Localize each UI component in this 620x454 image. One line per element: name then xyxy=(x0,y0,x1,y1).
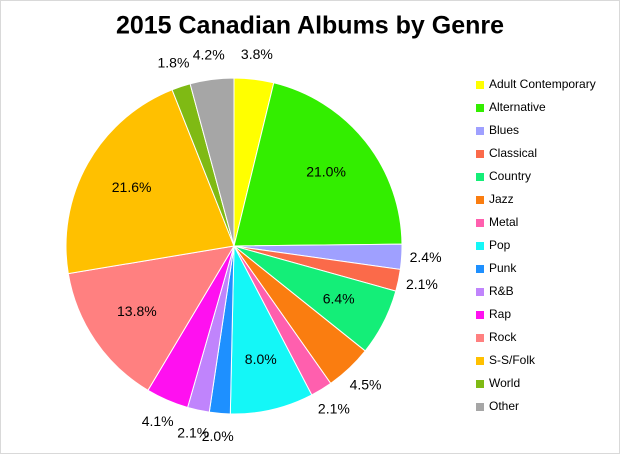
legend-label: S-S/Folk xyxy=(489,353,536,367)
legend-label: Punk xyxy=(489,261,517,275)
legend-label: Rock xyxy=(489,330,517,344)
legend-swatch xyxy=(476,81,484,89)
data-label: 13.8% xyxy=(117,303,157,319)
legend-swatch xyxy=(476,380,484,388)
data-label: 4.5% xyxy=(350,377,382,393)
legend-swatch xyxy=(476,334,484,342)
legend-swatch xyxy=(476,311,484,319)
chart-title: 2015 Canadian Albums by Genre xyxy=(116,12,504,40)
data-label: 21.0% xyxy=(306,164,346,180)
legend-label: Other xyxy=(489,399,519,413)
legend-label: R&B xyxy=(489,284,514,298)
legend-swatch xyxy=(476,173,484,181)
legend-swatch xyxy=(476,150,484,158)
pie-slice xyxy=(67,245,235,391)
data-label: 4.1% xyxy=(142,413,174,429)
data-label: 21.6% xyxy=(112,179,152,195)
legend-label: Country xyxy=(489,169,531,183)
legend-swatch xyxy=(476,357,484,365)
pie-slice xyxy=(233,82,403,247)
data-label: 2.0% xyxy=(202,428,234,444)
data-label: 2.1% xyxy=(318,401,350,417)
legend-swatch xyxy=(476,196,484,204)
data-label: 8.0% xyxy=(245,351,277,367)
legend-swatch xyxy=(476,403,484,411)
legend-swatch xyxy=(476,219,484,227)
data-label: 2.4% xyxy=(410,249,442,265)
data-label: 3.8% xyxy=(241,46,273,62)
data-label: 2.1% xyxy=(177,424,209,440)
legend-swatch xyxy=(476,288,484,296)
legend-swatch xyxy=(476,104,484,112)
legend-label: Classical xyxy=(489,146,537,160)
legend-label: Rap xyxy=(489,307,511,321)
legend-swatch xyxy=(476,265,484,273)
data-label: 2.1% xyxy=(406,276,438,292)
legend-swatch xyxy=(476,127,484,135)
legend-label: Jazz xyxy=(489,192,514,206)
legend-label: Metal xyxy=(489,215,518,229)
data-label: 6.4% xyxy=(323,290,355,306)
data-label: 1.8% xyxy=(158,54,190,70)
legend-label: Alternative xyxy=(489,100,546,114)
legend-label: Adult Contemporary xyxy=(489,77,596,91)
legend-label: World xyxy=(489,376,520,390)
legend-swatch xyxy=(476,242,484,250)
legend-label: Blues xyxy=(489,123,519,137)
pie-slice xyxy=(65,89,235,275)
legend-label: Pop xyxy=(489,238,511,252)
pie-slice xyxy=(189,77,235,247)
data-label: 4.2% xyxy=(193,46,225,62)
